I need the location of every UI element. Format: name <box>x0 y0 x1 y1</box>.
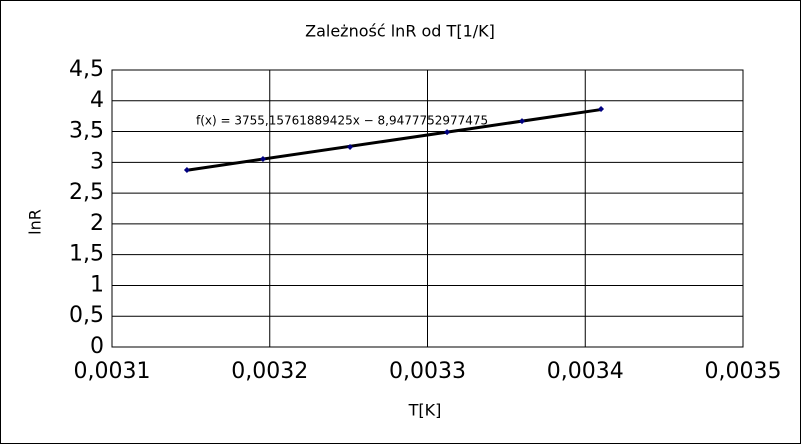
y-tick-label: 2 <box>90 211 104 236</box>
x-axis-label: T[K] <box>408 401 442 420</box>
x-tick-label: 0,0032 <box>231 359 308 384</box>
y-tick-label: 0 <box>90 334 104 359</box>
trendline-equation: f(x) = 3755,15761889425x − 8,94777529774… <box>196 114 488 128</box>
y-tick-label: 1,5 <box>69 242 104 267</box>
data-point <box>259 156 266 163</box>
y-tick-label: 3,5 <box>69 119 104 144</box>
x-tick-label: 0,0031 <box>74 359 151 384</box>
data-point <box>598 106 605 113</box>
chart-title: Zależność lnR od T[1/K] <box>305 22 495 41</box>
y-tick-label: 3 <box>90 149 104 174</box>
data-point <box>347 144 354 151</box>
x-tick-label: 0,0033 <box>389 359 466 384</box>
data-point <box>183 167 190 174</box>
y-tick-label: 4,5 <box>69 57 104 82</box>
trendline <box>186 108 602 172</box>
y-tick-label: 1 <box>90 272 104 297</box>
x-tick-label: 0,0035 <box>705 359 782 384</box>
y-tick-label: 2,5 <box>69 180 104 205</box>
y-tick-label: 4 <box>90 88 104 113</box>
y-axis-label: lnR <box>26 209 45 235</box>
data-point <box>444 129 451 136</box>
data-point <box>518 118 525 125</box>
y-tick-label: 0,5 <box>69 303 104 328</box>
x-tick-label: 0,0034 <box>547 359 624 384</box>
